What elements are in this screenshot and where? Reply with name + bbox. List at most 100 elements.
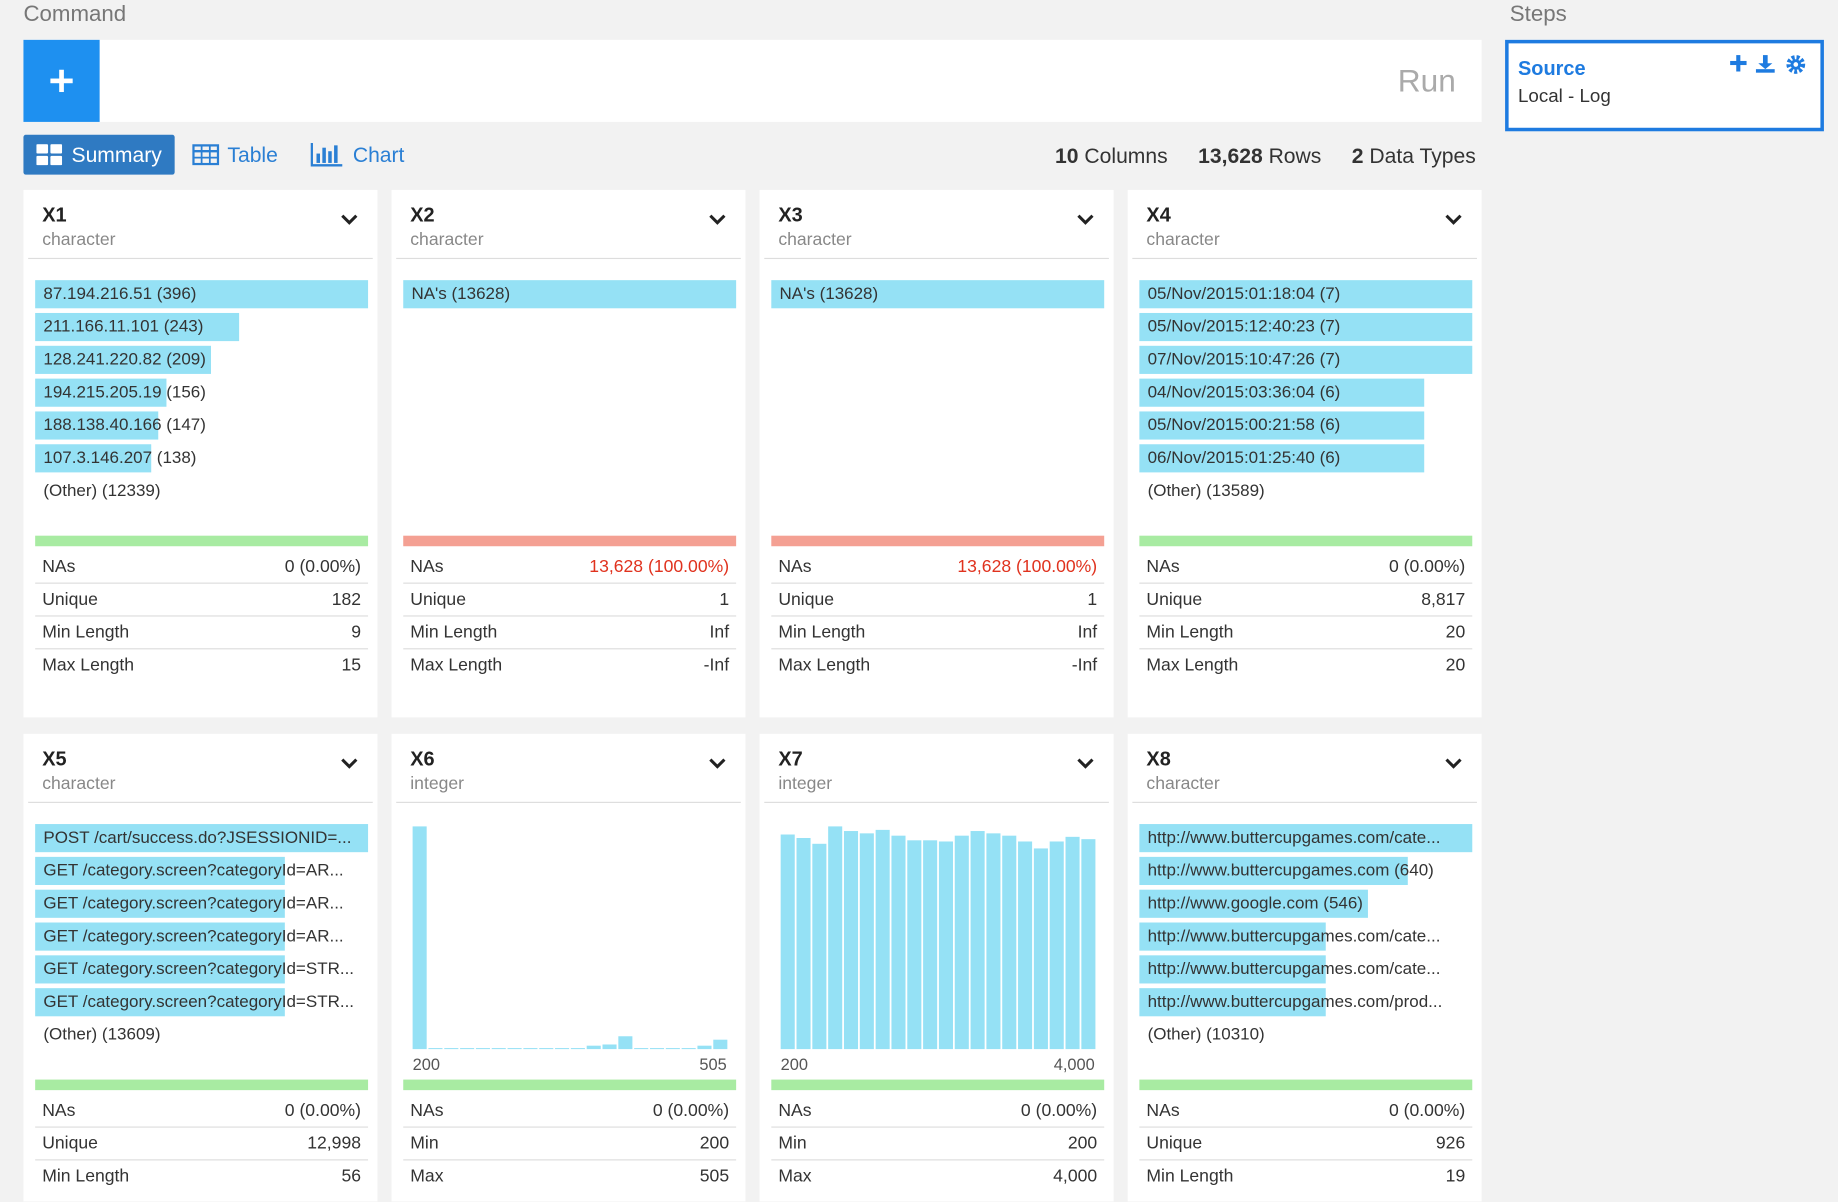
column-name: X5 <box>42 747 67 771</box>
divider <box>396 257 741 260</box>
stat-name: Unique <box>1146 589 1203 610</box>
frequency-bar <box>35 955 285 984</box>
other-label: (Other) (12339) <box>43 481 161 501</box>
frequency-label: http://www.buttercupgames.com/cate... <box>1147 960 1441 979</box>
stat-name: Min <box>410 1133 439 1154</box>
stat-name: Unique <box>42 1133 98 1154</box>
stat-name: NAs <box>778 556 812 577</box>
frequency-label: GET /category.screen?categoryId=AR... <box>43 861 344 881</box>
column-type: character <box>42 773 116 794</box>
histogram-bar <box>1065 836 1080 1050</box>
row-divider <box>403 1126 737 1128</box>
tab-table[interactable]: Table <box>227 143 278 167</box>
histogram-bar <box>859 833 874 1050</box>
frequency-label: 05/Nov/2015:01:18:04 (7) <box>1147 284 1341 304</box>
frequency-label: 211.166.11.101 (243) <box>43 317 204 337</box>
command-bar[interactable] <box>23 39 1482 122</box>
column-menu[interactable] <box>708 755 727 776</box>
stat-name: Unique <box>778 589 835 610</box>
histogram-bar <box>586 1045 601 1050</box>
stat-name: Max Length <box>778 655 871 676</box>
na-bar <box>403 535 737 547</box>
stat-value: 0 (0.00%) <box>1388 1100 1466 1121</box>
stat-value: 2 <box>1351 144 1364 168</box>
na-bar <box>771 535 1105 547</box>
frequency-label: 194.215.205.19 (156) <box>43 383 206 403</box>
stat-row: Min Length Inf <box>403 617 737 650</box>
stat-name: Min Length <box>42 1166 130 1187</box>
row-divider <box>403 582 737 584</box>
stat-value: 4,000 <box>1053 1166 1098 1187</box>
stat-row: NAs 0 (0.00%) <box>35 1095 369 1128</box>
frequency-item: (Other) (13589) <box>1139 477 1479 505</box>
histogram-bar <box>875 829 890 1050</box>
histogram <box>412 826 728 1050</box>
frequency-item: 05/Nov/2015:12:40:23 (7) <box>1139 312 1479 342</box>
chevron <box>1445 758 1462 769</box>
chevron <box>709 758 726 769</box>
stat-name: NAs <box>1146 556 1180 577</box>
frequency-bar <box>1139 889 1369 918</box>
histogram <box>780 826 1096 1050</box>
frequency-item: 188.138.40.166 (147) <box>35 411 375 440</box>
stat-name: Unique <box>42 589 98 610</box>
frequency-item: 87.194.216.51 (396) <box>35 280 375 309</box>
column-menu[interactable] <box>1444 211 1463 232</box>
steps-label: Steps <box>1509 2 1567 27</box>
stat-name: Max Length <box>410 655 503 676</box>
stat: 10 Columns <box>1055 144 1168 167</box>
na-bar <box>403 1079 737 1091</box>
frequency-item: http://www.buttercupgames.com/cate... <box>1139 955 1479 984</box>
row-divider <box>35 648 369 650</box>
step-icons[interactable] <box>1727 53 1809 76</box>
stat-row: Min Length 19 <box>1139 1160 1472 1193</box>
divider <box>28 257 373 260</box>
histogram-bar <box>713 1039 728 1050</box>
tab-summary[interactable]: Summary <box>71 143 162 167</box>
na-bar <box>35 1079 369 1091</box>
column-menu[interactable] <box>340 755 359 776</box>
column-name: X1 <box>42 203 67 227</box>
tab-chart[interactable]: Chart <box>352 143 405 167</box>
histogram-bar <box>555 1048 570 1050</box>
frequency-bar <box>35 988 285 1017</box>
frequency-bar <box>1139 411 1425 440</box>
histogram-bar <box>1002 835 1017 1050</box>
stat-value: 13,628 <box>1198 144 1263 168</box>
frequency-item: GET /category.screen?categoryId=STR... <box>35 988 375 1017</box>
histogram-bar <box>649 1048 665 1050</box>
stat-value: -Inf <box>703 655 730 676</box>
column-type: integer <box>778 773 833 794</box>
column-type: character <box>1146 229 1220 250</box>
stat-value: 200 <box>1067 1133 1098 1154</box>
stat-name: Max Length <box>1146 655 1239 676</box>
dataset-stats: 10 Columns 13,628 Rows 2 Data Types <box>1055 144 1476 169</box>
run-button[interactable]: Run <box>1397 63 1456 99</box>
histogram-bar <box>618 1036 633 1050</box>
step-card[interactable]: Source Local - Log <box>1505 39 1824 132</box>
frequency-bar <box>35 856 285 886</box>
add-button[interactable] <box>23 39 100 122</box>
stat-row: Max Length -Inf <box>771 649 1104 682</box>
column-menu[interactable] <box>1444 755 1463 776</box>
column-menu[interactable] <box>340 211 359 232</box>
frequency-bar <box>1139 280 1473 309</box>
histogram-bar <box>954 835 969 1050</box>
stat-name: NAs <box>410 556 444 577</box>
row-divider <box>771 1159 1105 1161</box>
frequency-bar <box>1139 856 1408 886</box>
column-menu[interactable] <box>1076 211 1095 232</box>
column-menu[interactable] <box>708 211 727 232</box>
stat-value: 9 <box>351 622 362 643</box>
histogram-bar <box>891 835 906 1050</box>
column-menu[interactable] <box>1076 755 1095 776</box>
frequency-bar <box>1139 824 1473 853</box>
stat-name: Min Length <box>410 622 498 643</box>
stat-value: 13,628 (100.00%) <box>957 556 1098 577</box>
stat-name: NAs <box>42 1100 76 1121</box>
chevron <box>341 758 358 769</box>
frequency-item: 04/Nov/2015:03:36:04 (6) <box>1139 378 1479 407</box>
histogram-bar <box>475 1048 490 1050</box>
summary-icon <box>36 144 63 166</box>
frequency-item: 128.241.220.82 (209) <box>35 345 375 374</box>
